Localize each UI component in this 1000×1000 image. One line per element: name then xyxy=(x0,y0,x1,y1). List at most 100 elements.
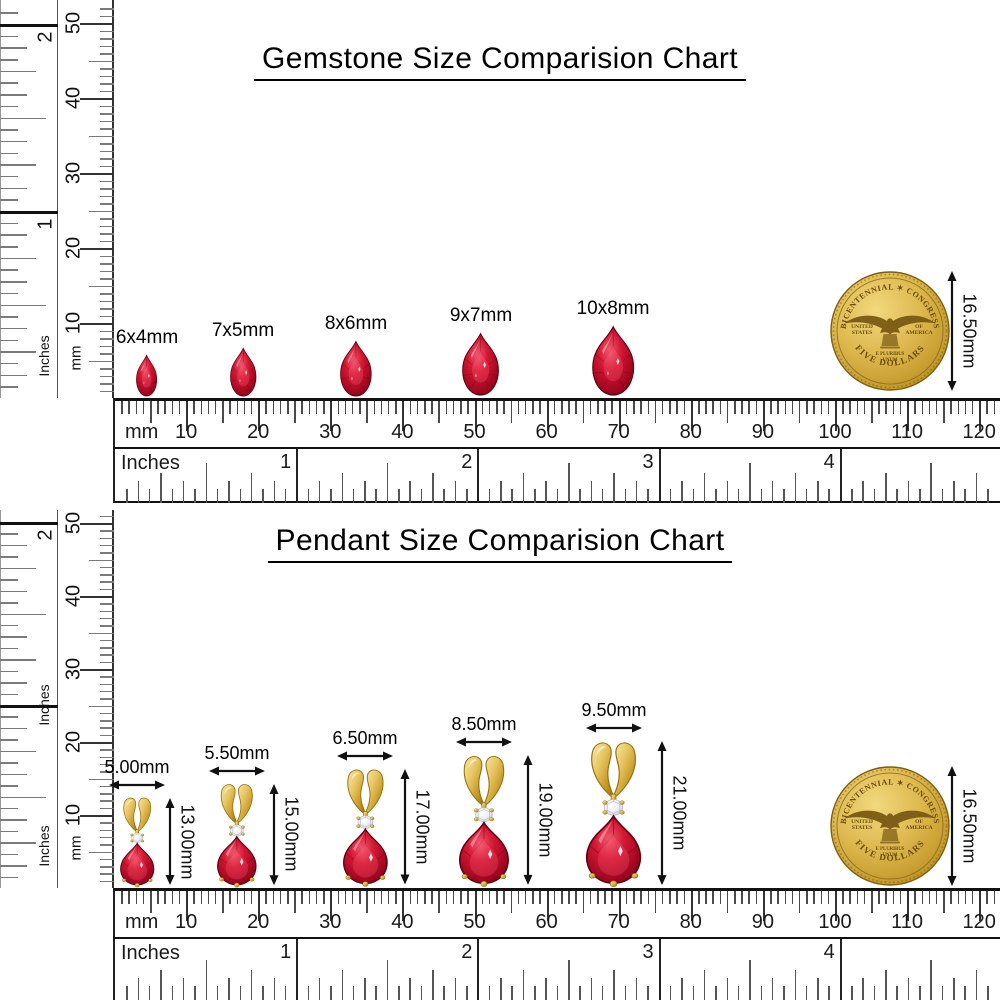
horizontal-ruler-pendant xyxy=(113,888,1000,1000)
v-mm-tick xyxy=(100,383,114,385)
h-mm-tick xyxy=(979,401,982,431)
h-mm-tick xyxy=(820,401,823,414)
h-mm-tick xyxy=(301,891,303,904)
h-mm-tick xyxy=(323,401,325,414)
v-mm-tick xyxy=(100,858,114,861)
h-inch-tick xyxy=(590,481,593,503)
h-mm-tick xyxy=(186,891,189,921)
v-mm-number: 50 xyxy=(62,11,85,35)
h-inch-number: 4 xyxy=(823,941,835,963)
h-inch-tick xyxy=(352,489,355,503)
h-inch-tick xyxy=(658,449,661,503)
h-mm-tick xyxy=(698,891,700,904)
h-mm-tick xyxy=(625,401,628,414)
v-inch-mark-label: Inches xyxy=(36,684,52,726)
h-inch-tick xyxy=(737,986,740,1000)
h-mm-tick xyxy=(474,891,477,921)
h-mm-tick xyxy=(496,401,498,414)
h-mm-tick xyxy=(409,401,412,414)
h-inch-tick xyxy=(148,986,151,1000)
h-mm-tick xyxy=(647,891,650,904)
v-inch-tick xyxy=(0,579,18,581)
v-inch-tick xyxy=(0,613,46,615)
h-inch-tick xyxy=(398,489,400,503)
h-mm-tick xyxy=(380,891,383,904)
h-mm-tick xyxy=(135,401,138,414)
h-mm-tick xyxy=(474,401,477,431)
v-inch-tick xyxy=(0,339,18,342)
h-mm-tick xyxy=(755,401,758,414)
v-inch-tick xyxy=(0,670,18,673)
h-mm-tick xyxy=(957,401,960,414)
h-inch-tick xyxy=(703,970,706,1000)
h-inch-tick xyxy=(987,489,989,503)
h-inch-tick xyxy=(500,978,502,1000)
h-mm-tick xyxy=(395,401,397,414)
v-mm-tick xyxy=(80,173,114,175)
h-mm-tick xyxy=(676,891,678,904)
v-mm-tick xyxy=(100,829,114,832)
h-mm-tick xyxy=(135,891,138,904)
gold-coin-gemstone: BICENTENNIAL ✶ CONGRESS FIVE DOLLARS UNI… xyxy=(830,271,950,391)
h-mm-tick xyxy=(892,891,895,904)
h-mm-tick xyxy=(568,891,570,904)
h-mm-tick xyxy=(142,891,145,904)
pendant-width-label: 8.50mm xyxy=(451,714,517,735)
h-mm-tick xyxy=(813,401,815,414)
h-inch-tick xyxy=(919,986,921,1000)
h-inch-tick xyxy=(488,986,491,1000)
v-mm-tick xyxy=(100,676,114,678)
h-mm-tick xyxy=(950,891,952,904)
h-mm-tick xyxy=(308,401,311,414)
h-mm-tick xyxy=(359,891,361,904)
h-mm-tick xyxy=(798,891,801,913)
h-inch-number: 3 xyxy=(642,451,654,473)
v-mm-tick xyxy=(100,143,114,145)
v-inch-tick xyxy=(0,222,18,225)
h-mm-tick xyxy=(337,401,339,414)
h-mm-tick xyxy=(849,891,851,904)
pendant-height-label: 17.00mm xyxy=(412,789,433,865)
v-inch-tick xyxy=(0,602,18,604)
ruby-gemstone xyxy=(225,347,262,398)
h-mm-tick xyxy=(366,891,368,913)
h-inch-tick xyxy=(182,978,185,1000)
pendant-height-arrow xyxy=(164,798,176,885)
v-inch-tick xyxy=(0,94,27,96)
h-inch-number: 2 xyxy=(461,451,473,473)
v-mm-tick xyxy=(100,83,114,85)
h-mm-tick xyxy=(431,401,433,414)
h-inch-tick xyxy=(137,978,140,1000)
pendant-width-label: 5.50mm xyxy=(204,742,270,763)
svg-text:AMERICA: AMERICA xyxy=(905,825,932,831)
h-mm-tick xyxy=(669,401,671,414)
h-mm-tick xyxy=(488,891,491,904)
v-inch-tick xyxy=(0,865,27,867)
v-inch-tick xyxy=(0,175,18,178)
h-mm-tick xyxy=(878,891,880,904)
h-inch-tick xyxy=(307,986,310,1000)
svg-text:AMERICA: AMERICA xyxy=(905,330,932,336)
v-inch-tick xyxy=(0,636,27,638)
h-inch-tick xyxy=(635,978,638,1000)
h-mm-number: 20 xyxy=(247,421,270,443)
h-inch-tick xyxy=(964,489,966,503)
h-mm-tick xyxy=(272,401,275,414)
v-mm-tick xyxy=(80,742,114,744)
v-inch-tick xyxy=(0,727,27,730)
h-inch-tick xyxy=(794,970,796,1000)
h-mm-tick xyxy=(842,891,844,904)
h-mm-tick xyxy=(863,401,866,414)
v-mm-tick xyxy=(80,596,114,598)
v-mm-tick xyxy=(100,588,114,591)
v-inch-tick xyxy=(0,269,18,271)
svg-text:E PLURIBUS: E PLURIBUS xyxy=(876,352,905,357)
h-inch-number: 1 xyxy=(280,941,292,963)
h-inch-tick xyxy=(941,986,944,1000)
h-mm-tick xyxy=(445,401,448,414)
svg-text:OF: OF xyxy=(915,819,923,825)
h-mm-tick xyxy=(452,401,455,414)
h-mm-tick xyxy=(265,401,267,414)
h-mm-tick xyxy=(748,891,750,904)
h-inch-tick xyxy=(148,489,151,503)
